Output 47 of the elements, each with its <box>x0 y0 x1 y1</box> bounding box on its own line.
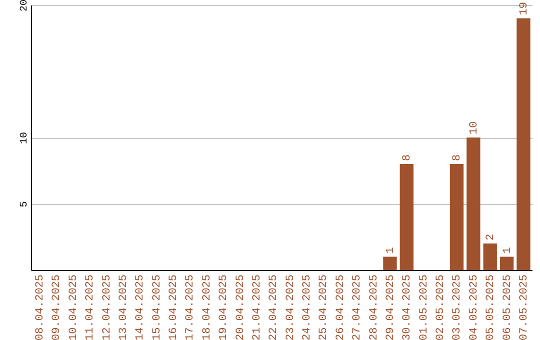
x-tick-label: 19.04.2025 <box>218 274 230 340</box>
data-label: 2 <box>485 234 498 240</box>
x-tick-label: 13.04.2025 <box>118 274 130 340</box>
x-tick-label: 26.04.2025 <box>334 274 347 340</box>
data-label: 8 <box>452 154 464 161</box>
y-tick-label: 20 <box>20 0 30 12</box>
data-label: 1 <box>384 246 397 254</box>
x-tick-label: 18.04.2025 <box>201 274 214 340</box>
bar <box>466 138 480 270</box>
x-tick-label: 28.04.2025 <box>368 274 380 340</box>
x-tick-label: 14.04.2025 <box>134 274 147 340</box>
x-tick-label: 15.04.2025 <box>151 274 164 340</box>
x-tick-label: 06.05.2025 <box>502 274 514 340</box>
bar <box>450 164 464 270</box>
x-tick-label: 02.05.2025 <box>435 274 448 340</box>
x-tick-label: 17.04.2025 <box>184 274 197 340</box>
bar <box>500 256 514 270</box>
data-label: 8 <box>402 154 414 161</box>
x-tick-label: 05.05.2025 <box>485 274 498 340</box>
x-tick-label: 10.04.2025 <box>68 274 80 340</box>
x-tick-label: 01.05.2025 <box>418 274 430 340</box>
x-tick-label: 12.04.2025 <box>101 274 114 340</box>
data-label: 19 <box>518 2 530 16</box>
y-tick-label: 10 <box>20 132 30 144</box>
x-tick-label: 16.04.2025 <box>168 274 180 340</box>
y-tick-label: 5 <box>20 201 30 208</box>
x-tick-label: 27.04.2025 <box>352 274 364 340</box>
x-tick-label: 25.04.2025 <box>318 274 330 340</box>
x-tick-label: 21.04.2025 <box>251 274 264 340</box>
bar <box>383 256 397 270</box>
x-tick-label: 07.05.2025 <box>518 274 530 340</box>
bar <box>483 244 497 270</box>
x-tick-label: 30.04.2025 <box>402 274 414 340</box>
x-tick-label: 24.04.2025 <box>302 274 314 340</box>
x-tick-label: 03.05.2025 <box>452 274 464 340</box>
x-tick-label: 08.04.2025 <box>34 274 47 340</box>
data-label: 1 <box>502 246 514 254</box>
bar <box>400 164 414 270</box>
x-tick-label: 23.04.2025 <box>284 274 297 340</box>
x-tick-label: 20.04.2025 <box>234 274 247 340</box>
data-label: 10 <box>468 121 480 134</box>
x-tick-label: 09.04.2025 <box>51 274 64 340</box>
x-tick-label: 11.04.2025 <box>84 274 97 340</box>
x-tick-label: 22.04.2025 <box>268 274 280 340</box>
bar <box>516 18 530 270</box>
x-tick-label: 04.05.2025 <box>468 274 480 340</box>
x-tick-label: 29.04.2025 <box>384 274 397 340</box>
